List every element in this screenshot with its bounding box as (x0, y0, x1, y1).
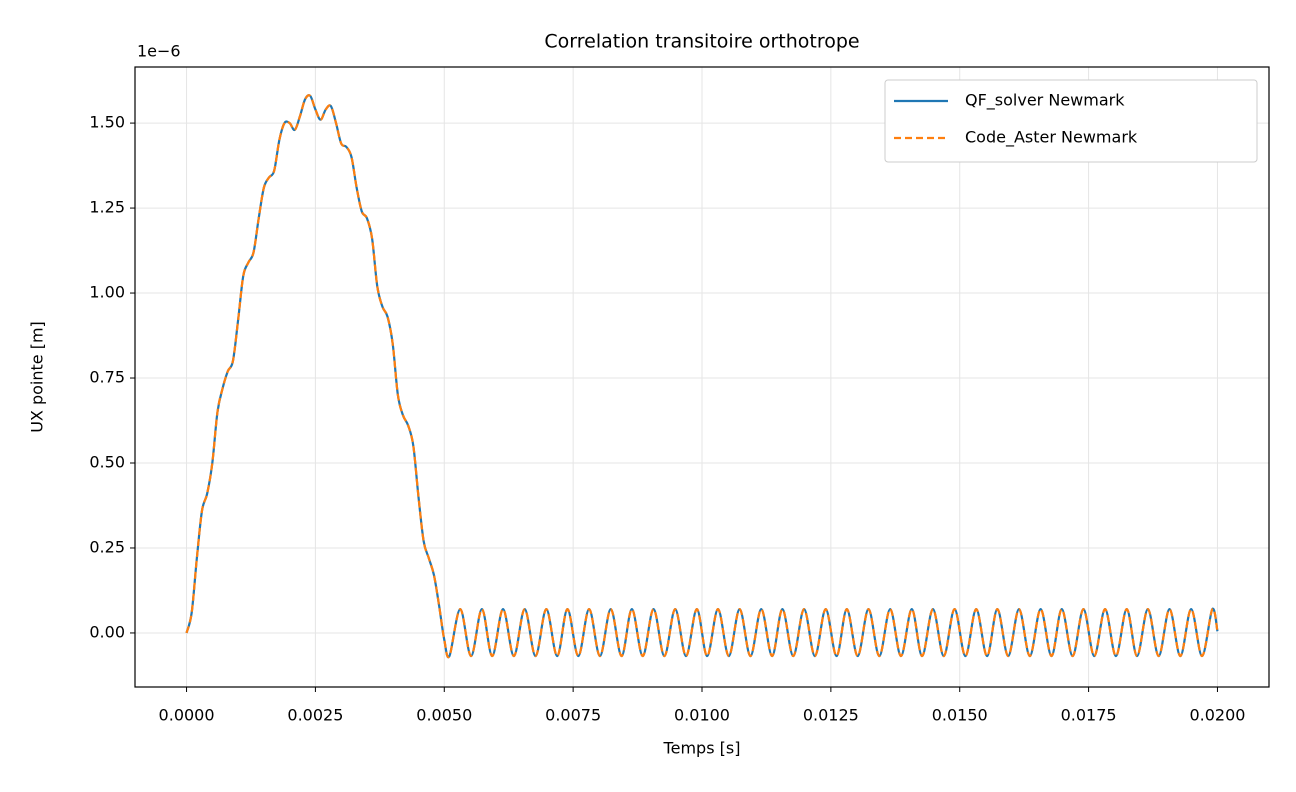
x-tick-label: 0.0200 (1189, 706, 1245, 725)
x-tick-label: 0.0000 (159, 706, 215, 725)
y-tick-label: 1.00 (89, 283, 125, 302)
y-axis-label: UX pointe [m] (28, 321, 47, 433)
x-tick-label: 0.0150 (932, 706, 988, 725)
y-offset-label: 1e−6 (137, 42, 181, 61)
data-line (185, 94, 1219, 659)
legend-label: QF_solver Newmark (965, 91, 1125, 111)
legend-label: Code_Aster Newmark (965, 128, 1138, 148)
y-tick-label: 1.25 (89, 198, 125, 217)
x-tick-label: 0.0100 (674, 706, 730, 725)
legend-box (884, 79, 1258, 163)
y-tick-label: 0.50 (89, 452, 125, 471)
x-tick-label: 0.0025 (287, 706, 343, 725)
chart-title: Correlation transitoire orthotrope (544, 31, 859, 53)
x-axis-label: Temps [s] (663, 739, 741, 758)
plot-frame (134, 66, 1270, 688)
y-tick-label: 0.75 (89, 368, 125, 387)
y-tick-label: 0.25 (89, 537, 125, 556)
x-tick-label: 0.0175 (1061, 706, 1117, 725)
x-tick-label: 0.0125 (803, 706, 859, 725)
y-tick-label: 0.00 (89, 622, 125, 641)
x-tick-label: 0.0075 (545, 706, 601, 725)
x-tick-label: 0.0050 (416, 706, 472, 725)
y-tick-label: 1.50 (89, 113, 125, 132)
